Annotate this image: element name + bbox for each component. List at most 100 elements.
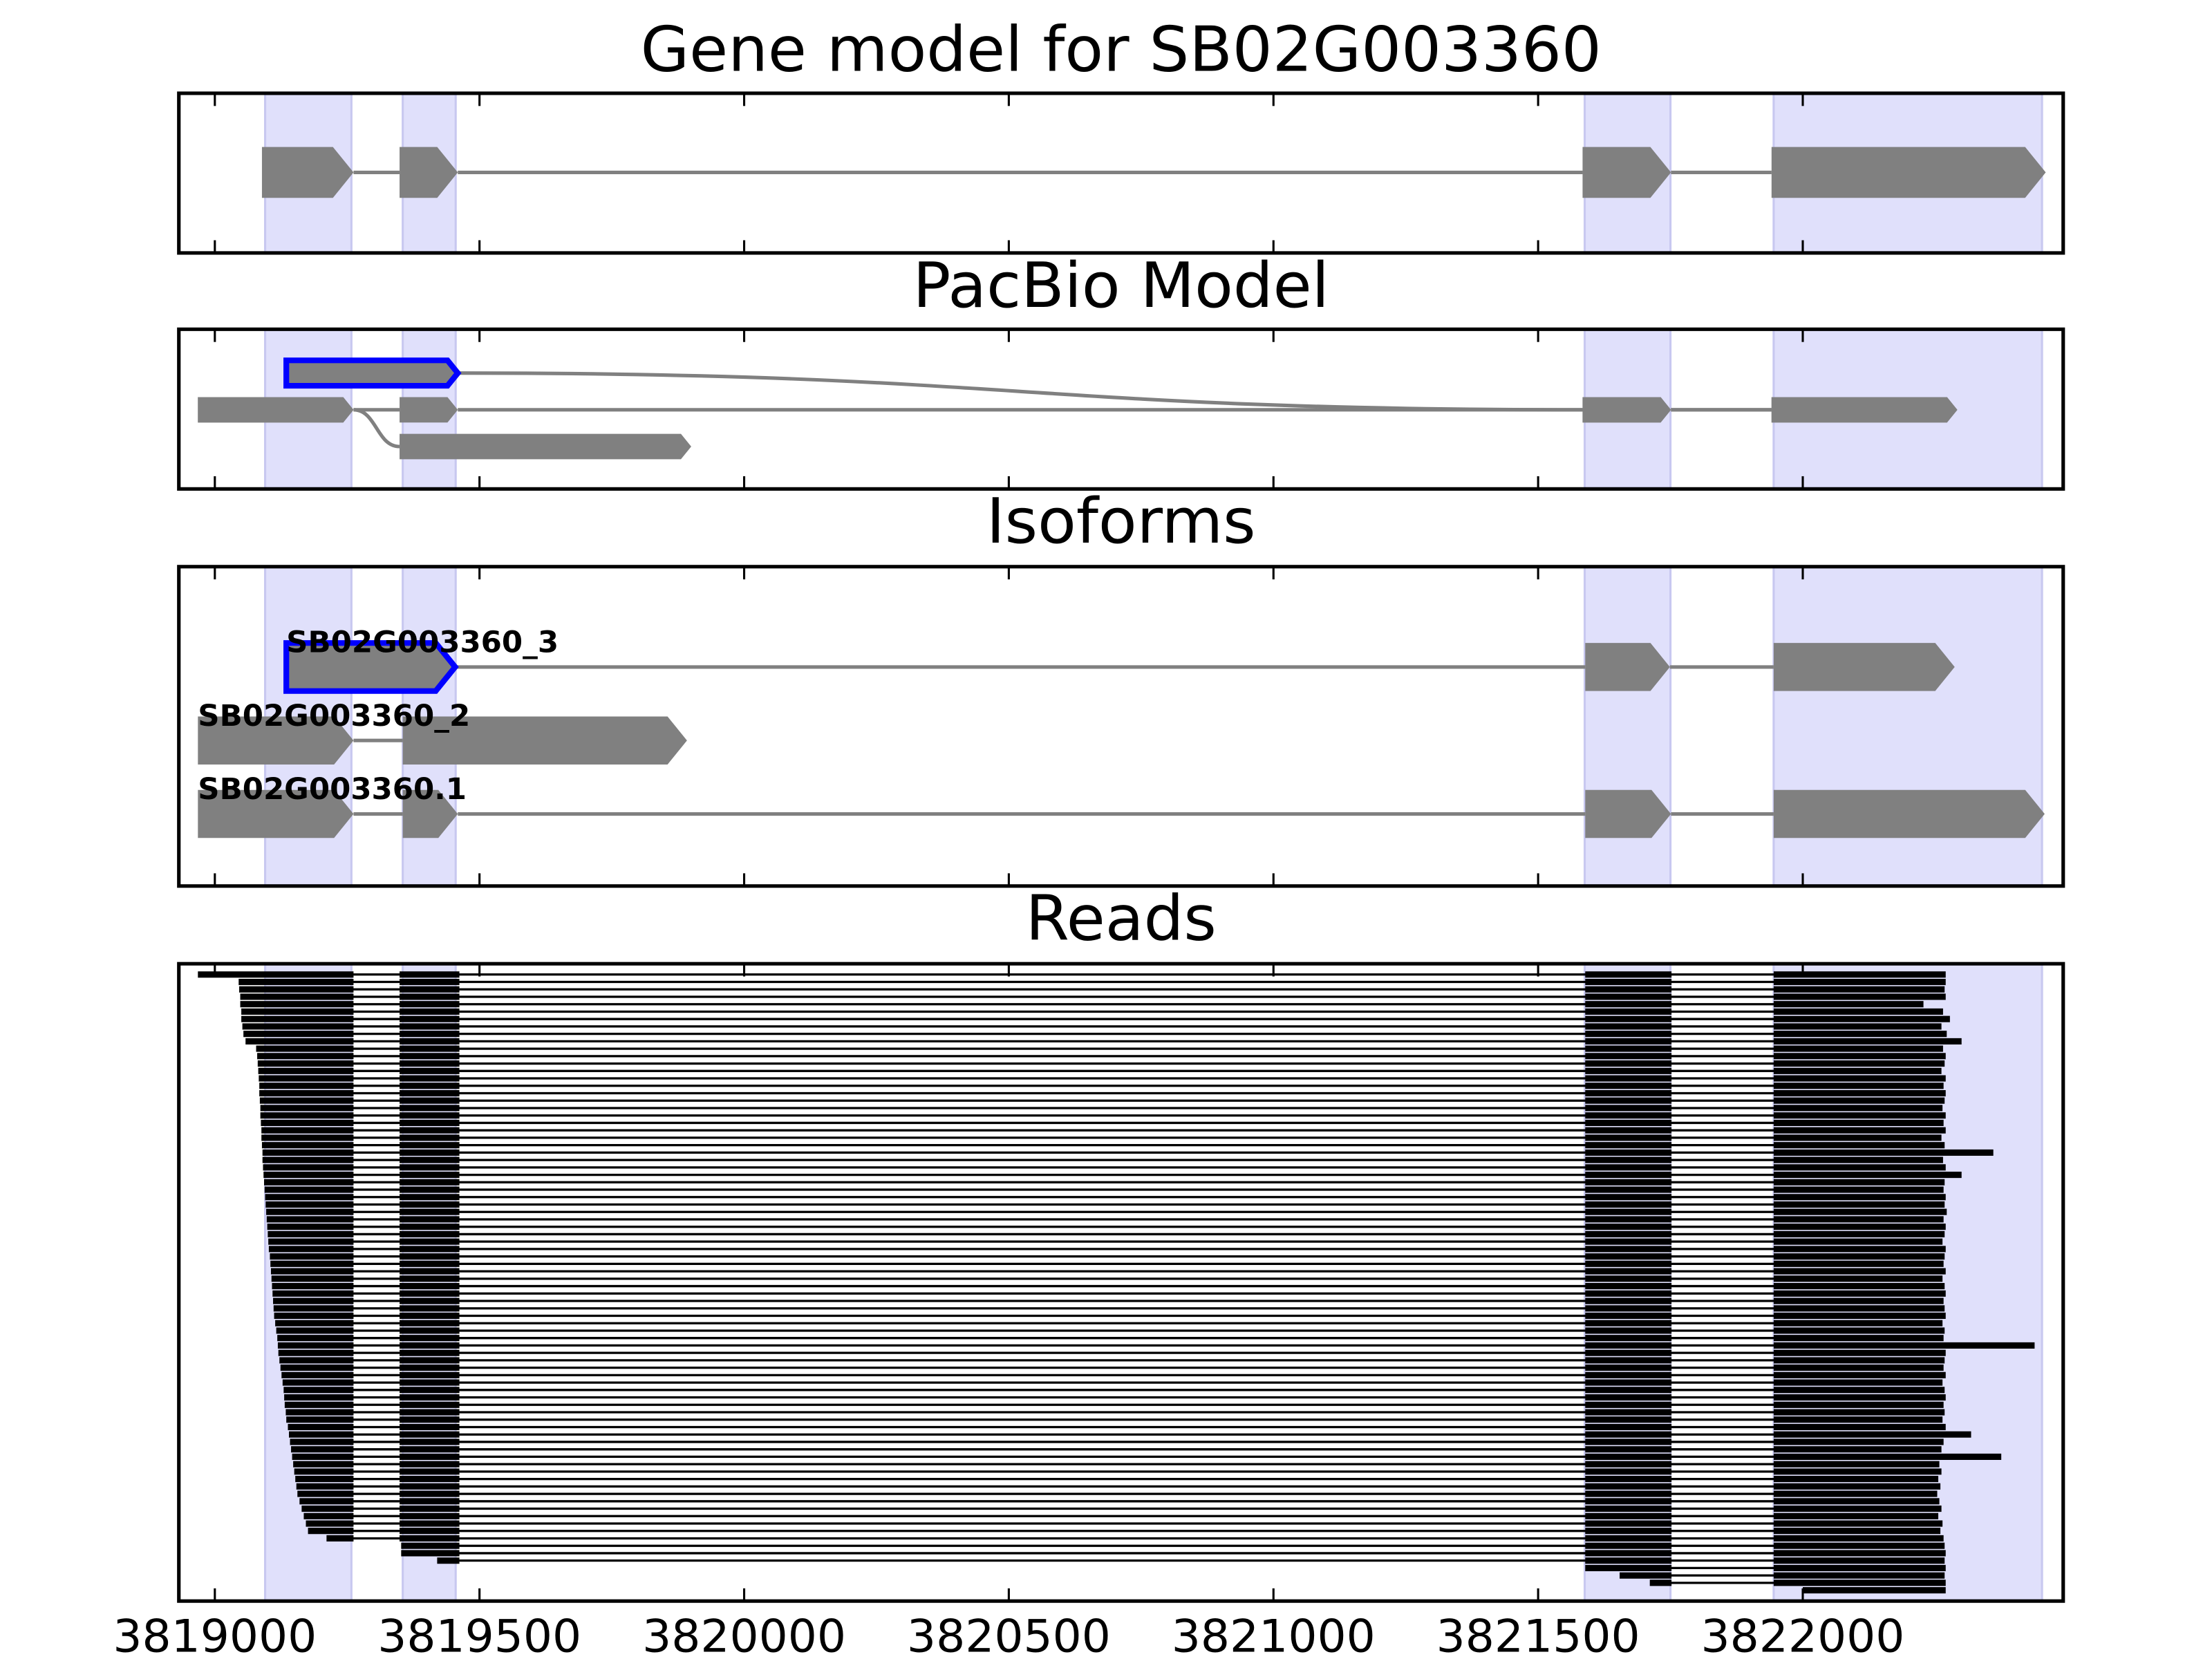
read bbox=[261, 1119, 1944, 1127]
read bbox=[270, 1268, 1946, 1275]
read bbox=[258, 1067, 1942, 1074]
read bbox=[264, 1179, 1945, 1185]
x-tick-label: 3820000 bbox=[642, 1610, 846, 1659]
read bbox=[272, 1290, 1946, 1297]
read bbox=[283, 1387, 1945, 1394]
read bbox=[284, 1401, 1944, 1408]
read bbox=[284, 1394, 1946, 1401]
read bbox=[264, 1186, 1944, 1193]
read bbox=[1649, 1580, 1946, 1586]
exon bbox=[400, 433, 691, 460]
x-tick-label: 3819500 bbox=[377, 1610, 581, 1659]
read bbox=[241, 1015, 1950, 1022]
panel-title: Isoforms bbox=[986, 486, 1256, 558]
read bbox=[260, 1105, 1943, 1112]
x-tick-label: 3821500 bbox=[1436, 1610, 1640, 1659]
exon bbox=[1582, 397, 1671, 423]
panel-title: PacBio Model bbox=[912, 250, 1329, 321]
read bbox=[265, 1194, 1946, 1201]
isoform-label: SB02G003360_3 bbox=[286, 626, 559, 660]
read bbox=[290, 1438, 1944, 1445]
read bbox=[266, 1216, 1944, 1223]
read bbox=[292, 1453, 2002, 1460]
read bbox=[401, 1550, 1946, 1557]
panel-title: Reads bbox=[1026, 883, 1217, 955]
read bbox=[259, 1082, 1944, 1089]
read bbox=[281, 1371, 1946, 1378]
read bbox=[301, 1505, 1942, 1512]
exon bbox=[402, 716, 687, 765]
exon bbox=[198, 716, 354, 765]
read bbox=[270, 1260, 1944, 1267]
intron-line bbox=[353, 408, 400, 449]
read bbox=[274, 1312, 1946, 1320]
x-tick-label: 3820500 bbox=[907, 1610, 1111, 1659]
exon bbox=[283, 357, 462, 389]
exon-region bbox=[1772, 565, 2043, 888]
read bbox=[308, 1528, 1941, 1535]
read bbox=[260, 1112, 1946, 1119]
exon bbox=[400, 147, 458, 198]
exon bbox=[1771, 147, 2046, 198]
exon bbox=[1585, 643, 1670, 691]
read bbox=[261, 1134, 1942, 1141]
read bbox=[291, 1446, 1942, 1453]
read bbox=[268, 1246, 1946, 1253]
panel-frame bbox=[177, 565, 2065, 888]
read bbox=[262, 1156, 1943, 1163]
read bbox=[280, 1365, 1944, 1371]
read bbox=[238, 978, 1946, 986]
exon bbox=[261, 147, 354, 198]
exon bbox=[1773, 789, 2045, 838]
read bbox=[272, 1283, 1945, 1290]
read bbox=[271, 1275, 1943, 1282]
read bbox=[266, 1208, 1947, 1215]
read bbox=[276, 1327, 1945, 1334]
panel-title: Gene model for SB02G003360 bbox=[641, 14, 1602, 86]
read bbox=[270, 1253, 1945, 1260]
read bbox=[241, 1008, 1943, 1015]
read bbox=[295, 1476, 1939, 1483]
read bbox=[1585, 1564, 1946, 1571]
exon bbox=[1585, 789, 1671, 838]
exon bbox=[400, 397, 458, 423]
read bbox=[257, 1060, 1945, 1067]
exon bbox=[402, 789, 458, 838]
read bbox=[279, 1357, 1945, 1364]
read bbox=[273, 1305, 1945, 1312]
read bbox=[268, 1230, 1945, 1237]
read bbox=[293, 1461, 1940, 1468]
read bbox=[239, 986, 1945, 993]
panel-frame bbox=[177, 91, 2065, 255]
read bbox=[437, 1557, 1945, 1564]
x-tick-label: 3821000 bbox=[1172, 1610, 1376, 1659]
read bbox=[278, 1349, 1946, 1356]
exon bbox=[1771, 397, 1958, 423]
isoform-label: SB02G003360_2 bbox=[198, 699, 470, 733]
read bbox=[263, 1172, 1962, 1179]
x-tick-label: 3822000 bbox=[1701, 1610, 1905, 1659]
read bbox=[299, 1498, 1940, 1505]
read bbox=[326, 1535, 1944, 1542]
exon-region bbox=[1583, 962, 1672, 1602]
read bbox=[277, 1335, 1944, 1342]
read bbox=[259, 1097, 1945, 1104]
read bbox=[289, 1431, 1971, 1438]
x-tick-label: 3819000 bbox=[113, 1610, 317, 1659]
read bbox=[242, 1023, 1942, 1030]
isoform-label: SB02G003360.1 bbox=[198, 772, 467, 807]
read bbox=[303, 1512, 1939, 1519]
read bbox=[257, 1053, 1946, 1060]
read bbox=[285, 1409, 1945, 1416]
read bbox=[297, 1490, 1938, 1497]
exon bbox=[198, 789, 354, 838]
read bbox=[259, 1089, 1946, 1097]
read bbox=[277, 1342, 2035, 1349]
read bbox=[265, 1201, 1945, 1208]
read bbox=[296, 1483, 1941, 1490]
read bbox=[261, 1142, 1945, 1149]
read bbox=[273, 1297, 1944, 1304]
read bbox=[275, 1320, 1943, 1327]
read bbox=[294, 1468, 1942, 1475]
